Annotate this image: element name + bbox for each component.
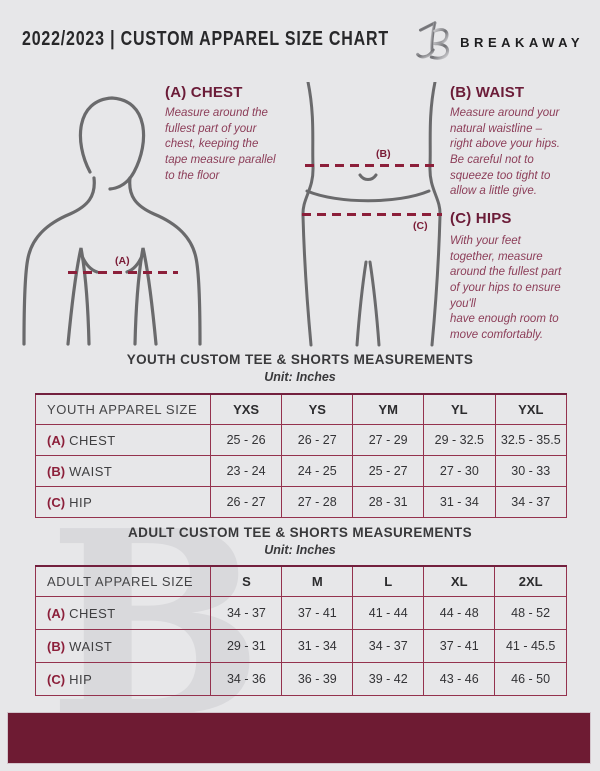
adult-size-table: ADULT APPAREL SIZE S M L XL 2XL (A) CHEST 34 - … bbox=[34, 565, 567, 696]
adult_table-header-xl: XL bbox=[423, 565, 496, 597]
adult-table-title: ADULT CUSTOM TEE & SHORTS MEASUREMENTS bbox=[128, 525, 472, 540]
youth_table-row-waist: (B) WAIST 23 - 24 24 - 25 25 - 27 27 - 30 30 … bbox=[35, 455, 568, 487]
size-range-cell: 26 - 27 bbox=[281, 424, 354, 456]
brand-logo: BREAKAWAY bbox=[416, 20, 584, 65]
row-measure-name: WAIST bbox=[65, 638, 113, 654]
brand-wordmark: BREAKAWAY bbox=[460, 35, 584, 50]
row-label: (B) WAIST bbox=[34, 629, 212, 663]
row-key: (C) bbox=[47, 494, 66, 510]
row-measure-name: CHEST bbox=[65, 605, 116, 621]
adult_table-row-hip: (C) HIP 34 - 36 36 - 39 39 - 42 43 - 46 46 - … bbox=[34, 662, 567, 696]
size-range-cell: 27 - 28 bbox=[281, 486, 354, 518]
footer-accent-bar bbox=[7, 712, 591, 764]
size-range-cell: 36 - 39 bbox=[281, 662, 354, 696]
waist-instruction-text: Measure around your natural waistline – … bbox=[450, 107, 560, 198]
size-range-cell: 24 - 25 bbox=[281, 455, 354, 487]
size-range-cell: 41 - 44 bbox=[352, 596, 425, 630]
size-range-cell: 28 - 31 bbox=[352, 486, 425, 518]
hips-instruction-heading: (C) HIPS bbox=[450, 210, 512, 227]
youth-table-title: YOUTH CUSTOM TEE & SHORTS MEASUREMENTS bbox=[126, 352, 474, 367]
size-range-cell: 43 - 46 bbox=[423, 662, 496, 696]
adult_table-row-chest: (A) CHEST 34 - 37 37 - 41 41 - 44 44 - 48 48 … bbox=[34, 596, 567, 630]
chest-instruction-text: Measure around the fullest part of your … bbox=[165, 107, 276, 182]
row-measure-name: CHEST bbox=[65, 432, 116, 448]
row-measure-name: HIP bbox=[65, 494, 93, 510]
row-key: (C) bbox=[47, 671, 66, 687]
waist-measure-line bbox=[305, 164, 437, 167]
row-label: (C) HIP bbox=[34, 662, 212, 696]
row-key: (B) bbox=[47, 638, 66, 654]
youth_table-row-chest: (A) CHEST 25 - 26 26 - 27 27 - 29 29 - 32.5 3… bbox=[35, 424, 568, 456]
youth_table-header-yxs: YXS bbox=[209, 393, 283, 425]
size-range-cell: 34 - 37 bbox=[494, 486, 568, 518]
chest-instruction-heading: (A) CHEST bbox=[165, 84, 243, 101]
row-label: (A) CHEST bbox=[34, 596, 212, 630]
youth-size-table: YOUTH APPAREL SIZE YXS YS YM YL YXL (A) CHEST 2… bbox=[35, 393, 568, 518]
size-range-cell: 29 - 32.5 bbox=[423, 424, 496, 456]
adult_table-header-m: M bbox=[281, 565, 354, 597]
size-range-cell: 27 - 29 bbox=[352, 424, 425, 456]
adult_table-header-2xl: 2XL bbox=[494, 565, 567, 597]
row-key: (A) bbox=[47, 432, 66, 448]
size-range-cell: 34 - 36 bbox=[210, 662, 283, 696]
row-measure-name: WAIST bbox=[65, 463, 113, 479]
page-title: 2022/2023 | CUSTOM APPAREL SIZE CHART bbox=[22, 28, 389, 50]
waist-hips-figure-illustration bbox=[301, 82, 442, 347]
adult_table-header-label: ADULT APPAREL SIZE bbox=[34, 565, 212, 597]
waist-line-label: (B) bbox=[376, 148, 391, 160]
size-range-cell: 34 - 37 bbox=[210, 596, 283, 630]
row-key: (A) bbox=[47, 605, 66, 621]
size-range-cell: 32.5 - 35.5 bbox=[494, 424, 568, 456]
size-range-cell: 30 - 33 bbox=[494, 455, 568, 487]
chest-figure-illustration bbox=[22, 96, 202, 346]
page-header: 2022/2023 | CUSTOM APPAREL SIZE CHART bbox=[0, 0, 600, 72]
waist-instruction-heading: (B) WAIST bbox=[450, 84, 525, 101]
chest-measure-line bbox=[68, 271, 178, 274]
size-range-cell: 23 - 24 bbox=[209, 455, 283, 487]
size-range-cell: 25 - 26 bbox=[209, 424, 283, 456]
size-range-cell: 31 - 34 bbox=[423, 486, 496, 518]
youth_table-header-ym: YM bbox=[352, 393, 425, 425]
youth_table-header-label: YOUTH APPAREL SIZE bbox=[35, 393, 211, 425]
row-label: (C) HIP bbox=[35, 486, 211, 518]
youth_table-header-yl: YL bbox=[423, 393, 496, 425]
size-range-cell: 48 - 52 bbox=[494, 596, 567, 630]
size-range-cell: 39 - 42 bbox=[352, 662, 425, 696]
adult_table-row-waist: (B) WAIST 29 - 31 31 - 34 34 - 37 37 - 41 41 … bbox=[34, 629, 567, 663]
row-label: (A) CHEST bbox=[35, 424, 211, 456]
row-measure-name: HIP bbox=[65, 671, 93, 687]
size-range-cell: 29 - 31 bbox=[210, 629, 283, 663]
youth_table-header-ys: YS bbox=[281, 393, 354, 425]
youth_table-header-yxl: YXL bbox=[494, 393, 568, 425]
adult_table-header-l: L bbox=[352, 565, 425, 597]
size-range-cell: 37 - 41 bbox=[281, 596, 354, 630]
hips-instruction-text: With your feet together, measure around … bbox=[450, 235, 562, 341]
youth-table-unit: Unit: Inches bbox=[264, 370, 336, 384]
youth_table-row-hip: (C) HIP 26 - 27 27 - 28 28 - 31 31 - 34 34 - … bbox=[35, 486, 568, 518]
adult_table-header-s: S bbox=[210, 565, 283, 597]
size-range-cell: 26 - 27 bbox=[209, 486, 283, 518]
size-range-cell: 37 - 41 bbox=[423, 629, 496, 663]
hips-line-label: (C) bbox=[413, 220, 428, 232]
size-range-cell: 41 - 45.5 bbox=[494, 629, 567, 663]
size-range-cell: 46 - 50 bbox=[494, 662, 567, 696]
chest-line-label: (A) bbox=[115, 255, 130, 267]
breakaway-monogram-icon bbox=[416, 20, 452, 65]
size-range-cell: 44 - 48 bbox=[423, 596, 496, 630]
size-range-cell: 34 - 37 bbox=[352, 629, 425, 663]
row-label: (B) WAIST bbox=[35, 455, 211, 487]
hips-measure-line bbox=[302, 213, 442, 216]
size-range-cell: 27 - 30 bbox=[423, 455, 496, 487]
measurement-diagram-area: (A) (B) (C) (A) CHEST Measure around the… bbox=[0, 78, 600, 356]
adult-table-unit: Unit: Inches bbox=[264, 543, 336, 557]
size-range-cell: 31 - 34 bbox=[281, 629, 354, 663]
row-key: (B) bbox=[47, 463, 66, 479]
size-range-cell: 25 - 27 bbox=[352, 455, 425, 487]
